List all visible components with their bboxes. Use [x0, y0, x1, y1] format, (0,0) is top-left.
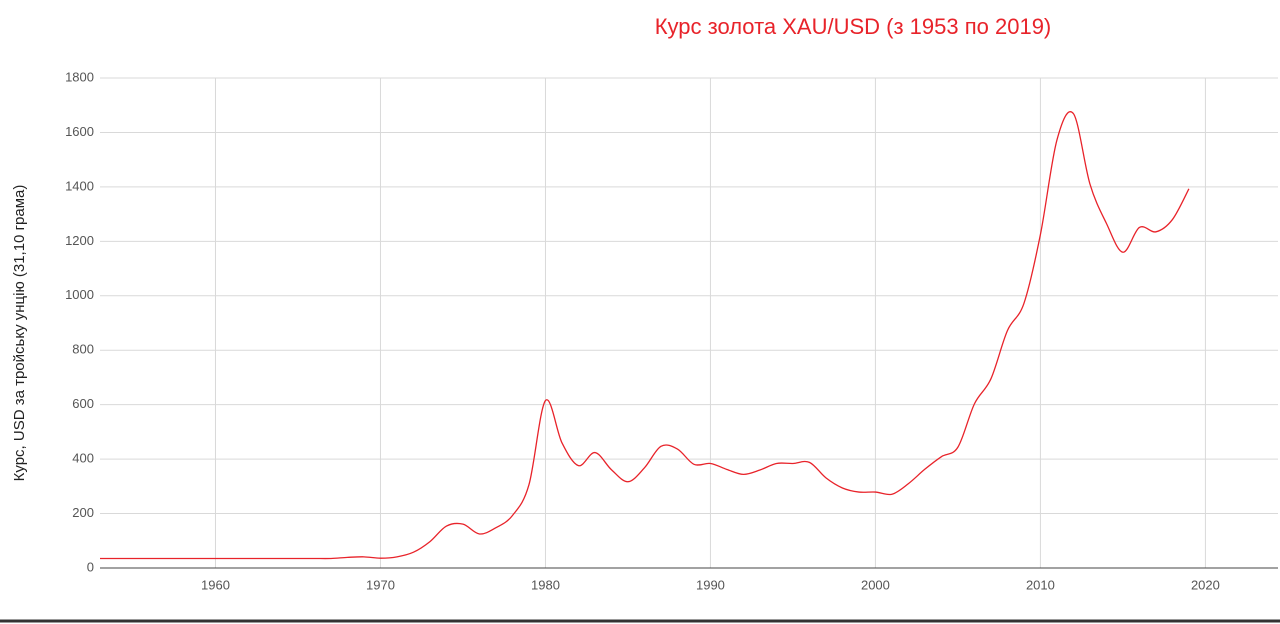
- price-line: [99, 111, 1190, 560]
- x-tick-label: 2000: [861, 577, 890, 592]
- x-tick-label: 2020: [1191, 577, 1220, 592]
- x-tick-label: 1980: [531, 577, 560, 592]
- y-axis-title: Курс, USD за тройську унцію (31,10 грама…: [11, 185, 28, 482]
- y-tick-label: 1200: [65, 233, 94, 248]
- y-tick-label: 800: [72, 342, 94, 357]
- chart-title: Курс золота XAU/USD (з 1953 по 2019): [655, 14, 1052, 39]
- x-tick-label: 2010: [1026, 577, 1055, 592]
- y-tick-label: 0: [87, 559, 94, 574]
- x-tick-label: 1990: [696, 577, 725, 592]
- y-tick-label: 1800: [65, 69, 94, 84]
- x-tick-label: 1970: [366, 577, 395, 592]
- y-tick-label: 1600: [65, 124, 94, 139]
- y-tick-label: 400: [72, 451, 94, 466]
- x-tick-label: 1960: [201, 577, 230, 592]
- y-tick-label: 1400: [65, 178, 94, 193]
- y-tick-label: 1000: [65, 287, 94, 302]
- y-tick-label: 600: [72, 396, 94, 411]
- y-tick-label: 200: [72, 505, 94, 520]
